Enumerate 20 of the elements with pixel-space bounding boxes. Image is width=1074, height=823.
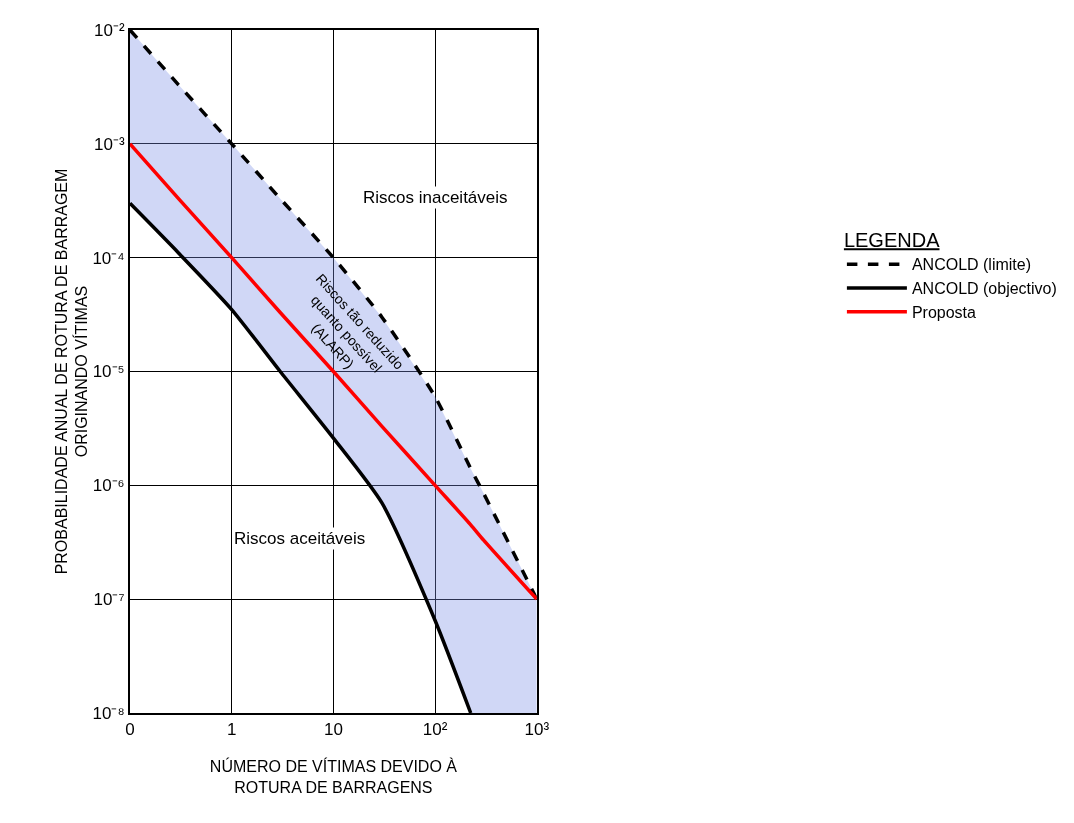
y-tick-label: 10⁻⁵ [92,362,125,382]
legend-title: LEGENDA [843,229,941,252]
y-tick-label: 10⁻⁸ [92,703,125,723]
legend-label: Proposta [911,303,977,321]
legend-label: ANCOLD (objectivo) [911,280,1057,298]
x-tick-label: 10 [323,720,343,740]
x-tick-label: 1 [226,720,237,740]
y-tick-label: 10⁻⁴ [92,248,125,268]
y-tick-label: 10⁻⁷ [93,590,125,610]
y-tick-label: 10⁻³ [94,134,125,154]
legend-label: ANCOLD (limite) [911,256,1032,274]
annotation: Riscos inaceitáveis [363,188,508,207]
x-tick-label: 10² [422,720,448,740]
annotation: Riscos aceitáveis [234,529,366,548]
x-tick-label: 10³ [524,720,550,740]
y-tick-label: 10⁻⁶ [92,476,125,496]
y-tick-label: 10⁻² [94,20,125,40]
x-axis-title: NÚMERO DE VÍTIMAS DEVIDO À ROTURA DE BARRAGENS [209,757,458,796]
x-tick-label: 0 [125,720,135,740]
y-axis-title: PROBABILIDADE ANUAL DE ROTURA DE BARRAGEM ORIGINANDO VÍTIMAS [52,168,91,575]
